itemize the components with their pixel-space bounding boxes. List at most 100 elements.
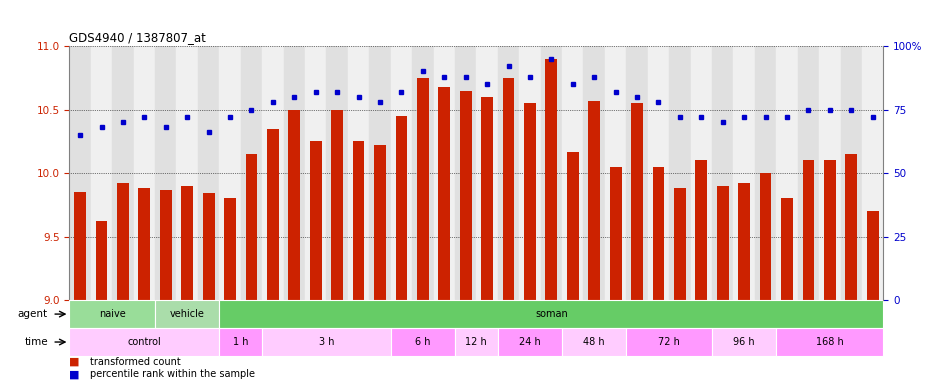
Bar bbox=[198, 46, 219, 300]
Bar bbox=[289, 109, 301, 300]
Bar bbox=[498, 46, 519, 300]
Bar bbox=[331, 109, 343, 300]
Bar bbox=[631, 103, 643, 300]
Text: ■: ■ bbox=[69, 357, 80, 367]
Bar bbox=[759, 173, 771, 300]
Bar bbox=[845, 154, 857, 300]
Text: control: control bbox=[128, 337, 161, 347]
Bar bbox=[203, 194, 215, 300]
Bar bbox=[69, 46, 91, 300]
Bar bbox=[481, 97, 493, 300]
Text: 6 h: 6 h bbox=[415, 337, 430, 347]
Bar bbox=[284, 46, 305, 300]
Text: 12 h: 12 h bbox=[465, 337, 487, 347]
Text: 48 h: 48 h bbox=[584, 337, 605, 347]
Bar bbox=[781, 199, 793, 300]
Bar bbox=[776, 46, 797, 300]
Bar bbox=[155, 300, 219, 328]
Bar bbox=[734, 46, 755, 300]
Bar bbox=[417, 78, 428, 300]
Bar bbox=[374, 145, 386, 300]
Bar bbox=[540, 46, 562, 300]
Bar bbox=[155, 46, 177, 300]
Bar bbox=[712, 328, 776, 356]
Bar bbox=[91, 46, 112, 300]
Bar bbox=[803, 161, 814, 300]
Bar bbox=[245, 154, 257, 300]
Text: 3 h: 3 h bbox=[319, 337, 334, 347]
Bar bbox=[262, 46, 284, 300]
Bar bbox=[327, 46, 348, 300]
Bar bbox=[696, 161, 708, 300]
Bar bbox=[369, 46, 390, 300]
Bar bbox=[224, 199, 236, 300]
Text: naive: naive bbox=[99, 309, 126, 319]
Bar bbox=[776, 328, 883, 356]
Text: 96 h: 96 h bbox=[734, 337, 755, 347]
Bar bbox=[139, 188, 150, 300]
Bar bbox=[390, 46, 413, 300]
Text: soman: soman bbox=[535, 309, 568, 319]
Text: transformed count: transformed count bbox=[90, 357, 180, 367]
Bar bbox=[455, 328, 498, 356]
Text: percentile rank within the sample: percentile rank within the sample bbox=[90, 369, 254, 379]
Text: 1 h: 1 h bbox=[233, 337, 249, 347]
Bar bbox=[862, 46, 883, 300]
Bar bbox=[610, 167, 622, 300]
Bar bbox=[588, 101, 600, 300]
Text: GDS4940 / 1387807_at: GDS4940 / 1387807_at bbox=[69, 31, 206, 44]
Bar bbox=[674, 188, 685, 300]
Text: 168 h: 168 h bbox=[816, 337, 844, 347]
Bar bbox=[240, 46, 262, 300]
Bar bbox=[648, 46, 669, 300]
Bar bbox=[262, 328, 390, 356]
Bar bbox=[112, 46, 133, 300]
Bar bbox=[584, 46, 605, 300]
Bar bbox=[219, 328, 262, 356]
Bar bbox=[502, 78, 514, 300]
Text: vehicle: vehicle bbox=[170, 309, 204, 319]
Bar bbox=[476, 46, 498, 300]
Bar bbox=[867, 211, 879, 300]
Bar bbox=[69, 328, 219, 356]
Bar bbox=[390, 328, 455, 356]
Text: 72 h: 72 h bbox=[659, 337, 680, 347]
Bar bbox=[562, 328, 626, 356]
Bar bbox=[755, 46, 776, 300]
Text: agent: agent bbox=[18, 309, 48, 319]
Bar bbox=[267, 129, 278, 300]
Bar bbox=[74, 192, 86, 300]
Bar bbox=[841, 46, 862, 300]
Bar bbox=[717, 186, 729, 300]
Bar bbox=[738, 183, 750, 300]
Bar bbox=[352, 141, 364, 300]
Bar bbox=[455, 46, 476, 300]
Bar bbox=[348, 46, 369, 300]
Bar bbox=[562, 46, 584, 300]
Bar bbox=[820, 46, 841, 300]
Bar bbox=[524, 103, 536, 300]
Bar bbox=[546, 59, 557, 300]
Bar bbox=[797, 46, 820, 300]
Bar bbox=[626, 328, 712, 356]
Bar bbox=[669, 46, 691, 300]
Bar bbox=[219, 46, 240, 300]
Bar bbox=[305, 46, 327, 300]
Bar bbox=[712, 46, 734, 300]
Bar bbox=[69, 300, 155, 328]
Bar bbox=[95, 221, 107, 300]
Bar bbox=[133, 46, 155, 300]
Bar bbox=[434, 46, 455, 300]
Bar bbox=[519, 46, 540, 300]
Bar bbox=[567, 152, 579, 300]
Bar bbox=[824, 161, 835, 300]
Bar bbox=[652, 167, 664, 300]
Bar bbox=[177, 46, 198, 300]
Bar bbox=[310, 141, 322, 300]
Text: ■: ■ bbox=[69, 369, 80, 379]
Bar bbox=[413, 46, 434, 300]
Bar bbox=[498, 328, 562, 356]
Bar bbox=[605, 46, 626, 300]
Text: 24 h: 24 h bbox=[519, 337, 541, 347]
Bar bbox=[181, 186, 193, 300]
